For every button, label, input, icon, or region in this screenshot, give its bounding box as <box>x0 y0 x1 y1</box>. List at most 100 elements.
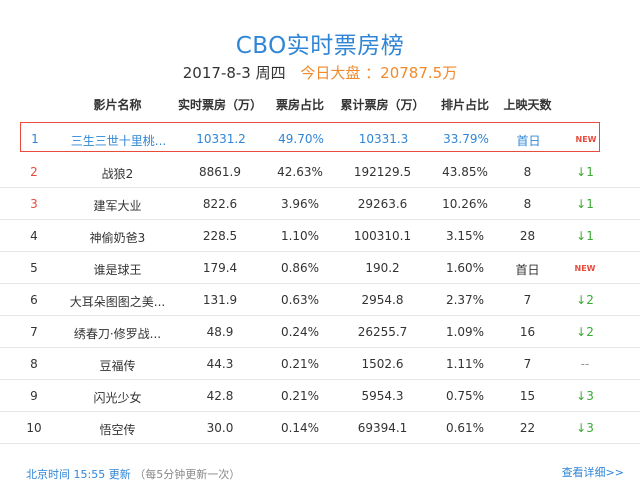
realtime-box-cell: 228.5 <box>202 229 238 243</box>
film-name-cell[interactable]: 悟空传 <box>99 423 136 437</box>
col-total-box: 累计票房（万） <box>340 98 425 112</box>
screening-share-cell: 0.61% <box>445 421 485 435</box>
rank-cell: 2 <box>30 165 38 179</box>
screening-share-cell: 2.37% <box>445 293 485 307</box>
screening-share-cell: 1.60% <box>445 261 485 275</box>
realtime-box-cell: 30.0 <box>206 421 234 435</box>
rank-change-cell: ↓1 <box>576 197 594 211</box>
rank-cell: 7 <box>30 325 38 339</box>
box-share-cell: 49.70% <box>278 132 324 146</box>
screening-share-cell: 1.11% <box>445 357 485 371</box>
page-title: CBO实时票房榜 <box>235 33 405 59</box>
total-box-cell: 190.2 <box>365 261 400 275</box>
rank-change-cell: NEW <box>574 264 596 273</box>
col-box-share: 票房占比 <box>275 98 324 112</box>
total-box-cell: 1502.6 <box>361 357 404 371</box>
realtime-box-cell: 822.6 <box>202 197 238 211</box>
realtime-box-cell: 48.9 <box>206 325 234 339</box>
days-cell: 首日 <box>516 134 541 148</box>
box-share-cell: 42.63% <box>277 165 323 179</box>
col-realtime-box: 实时票房（万） <box>177 98 262 112</box>
table-row[interactable]: 9 闪光少女 42.8 0.21% 5954.3 0.75% 15 ↓3 <box>0 380 640 412</box>
rank-change-cell: ↓3 <box>576 389 594 403</box>
film-name-cell[interactable]: 大耳朵图图之美... <box>69 295 166 309</box>
table-row[interactable]: 3 建军大业 822.6 3.96% 29263.6 10.26% 8 ↓1 <box>0 188 640 220</box>
rank-cell: 1 <box>31 132 39 146</box>
date-line: 2017-8-3 周四 今日大盘 ：20787.5万 <box>0 62 640 83</box>
days-cell: 7 <box>523 357 532 371</box>
days-cell: 7 <box>523 293 532 307</box>
total-box-cell: 26255.7 <box>357 325 408 339</box>
update-info: 北京时间 15:55 更新 （每5分钟更新一次） <box>26 466 240 482</box>
rank-change-cell: ↓2 <box>576 293 594 307</box>
film-name-cell[interactable]: 谁是球王 <box>93 263 142 277</box>
table-row[interactable]: 8 豆福传 44.3 0.21% 1502.6 1.11% 7 -- <box>0 348 640 380</box>
film-name-cell[interactable]: 战狼2 <box>101 167 134 181</box>
box-share-cell: 0.21% <box>280 389 320 403</box>
film-name-cell[interactable]: 豆福传 <box>99 359 136 373</box>
table-row[interactable]: 5 谁是球王 179.4 0.86% 190.2 1.60% 首日 NEW <box>0 252 640 284</box>
days-cell: 15 <box>519 389 536 403</box>
details-link[interactable]: 查看详细>> <box>561 466 624 479</box>
rank-change-cell: ↓1 <box>576 165 594 179</box>
table-row[interactable]: 2 战狼2 8861.9 42.63% 192129.5 43.85% 8 ↓1 <box>0 156 640 188</box>
rank-cell: 10 <box>26 421 42 435</box>
film-name-cell[interactable]: 神偷奶爸3 <box>89 231 146 245</box>
table-row[interactable]: 10 悟空传 30.0 0.14% 69394.1 0.61% 22 ↓3 <box>0 412 640 444</box>
realtime-box-cell: 44.3 <box>206 357 234 371</box>
screening-share-cell: 43.85% <box>442 165 488 179</box>
days-cell: 28 <box>519 229 536 243</box>
table-row[interactable]: 7 绣春刀·修罗战... 48.9 0.24% 26255.7 1.09% 16 ↓2 <box>0 316 640 348</box>
rank-cell: 5 <box>30 261 38 275</box>
date-text: 2017-8-3 周四 <box>182 64 286 82</box>
screening-share-cell: 0.75% <box>445 389 485 403</box>
total-box-cell: 5954.3 <box>361 389 404 403</box>
days-cell: 16 <box>519 325 536 339</box>
film-name-cell[interactable]: 三生三世十里桃... <box>70 134 167 148</box>
box-share-cell: 1.10% <box>280 229 320 243</box>
realtime-box-cell: 179.4 <box>202 261 238 275</box>
realtime-box-cell: 131.9 <box>202 293 238 307</box>
rank-cell: 3 <box>30 197 38 211</box>
days-cell: 8 <box>523 165 532 179</box>
film-name-cell[interactable]: 绣春刀·修罗战... <box>73 327 162 341</box>
rank-cell: 4 <box>30 229 38 243</box>
rank-change-cell: ↓1 <box>576 229 594 243</box>
days-cell: 22 <box>519 421 536 435</box>
update-time: 北京时间 15:55 更新 <box>26 468 131 481</box>
box-share-cell: 0.14% <box>280 421 320 435</box>
box-share-cell: 0.63% <box>280 293 320 307</box>
rank-cell: 6 <box>30 293 38 307</box>
realtime-box-cell: 10331.2 <box>196 132 246 146</box>
rank-change-cell: NEW <box>575 135 597 144</box>
col-film-name: 影片名称 <box>93 98 142 112</box>
realtime-box-cell: 42.8 <box>206 389 234 403</box>
realtime-box-cell: 8861.9 <box>199 165 241 179</box>
rank-cell: 8 <box>30 357 38 371</box>
update-note: （每5分钟更新一次） <box>134 468 241 481</box>
film-name-cell[interactable]: 闪光少女 <box>93 391 142 405</box>
total-box-cell: 10331.3 <box>358 132 409 146</box>
rank-change-cell: ↓2 <box>576 325 594 339</box>
box-share-cell: 0.86% <box>280 261 320 275</box>
table-row[interactable]: 6 大耳朵图图之美... 131.9 0.63% 2954.8 2.37% 7 ↓2 <box>0 284 640 316</box>
box-share-cell: 0.21% <box>280 357 320 371</box>
screening-share-cell: 33.79% <box>443 132 489 146</box>
screening-share-cell: 1.09% <box>445 325 485 339</box>
screening-share-cell: 3.15% <box>445 229 485 243</box>
total-box-cell: 2954.8 <box>361 293 404 307</box>
days-cell: 首日 <box>515 263 540 277</box>
table-row[interactable]: 1 三生三世十里桃... 10331.2 49.70% 10331.3 33.79% 首日 N… <box>20 122 600 152</box>
total-box-cell: 100310.1 <box>353 229 412 243</box>
days-cell: 8 <box>523 197 532 211</box>
film-name-cell[interactable]: 建军大业 <box>93 199 142 213</box>
total-box-cell: 29263.6 <box>357 197 408 211</box>
box-share-cell: 0.24% <box>280 325 320 339</box>
screening-share-cell: 10.26% <box>442 197 488 211</box>
rank-change-cell: ↓3 <box>576 421 594 435</box>
rank-change-cell: -- <box>580 357 590 371</box>
total-box-cell: 69394.1 <box>357 421 408 435</box>
col-days: 上映天数 <box>503 98 552 112</box>
table-row[interactable]: 4 神偷奶爸3 228.5 1.10% 100310.1 3.15% 28 ↓1 <box>0 220 640 252</box>
table-header: 影片名称 实时票房（万） 票房占比 累计票房（万） 排片占比 上映天数 <box>0 96 640 118</box>
